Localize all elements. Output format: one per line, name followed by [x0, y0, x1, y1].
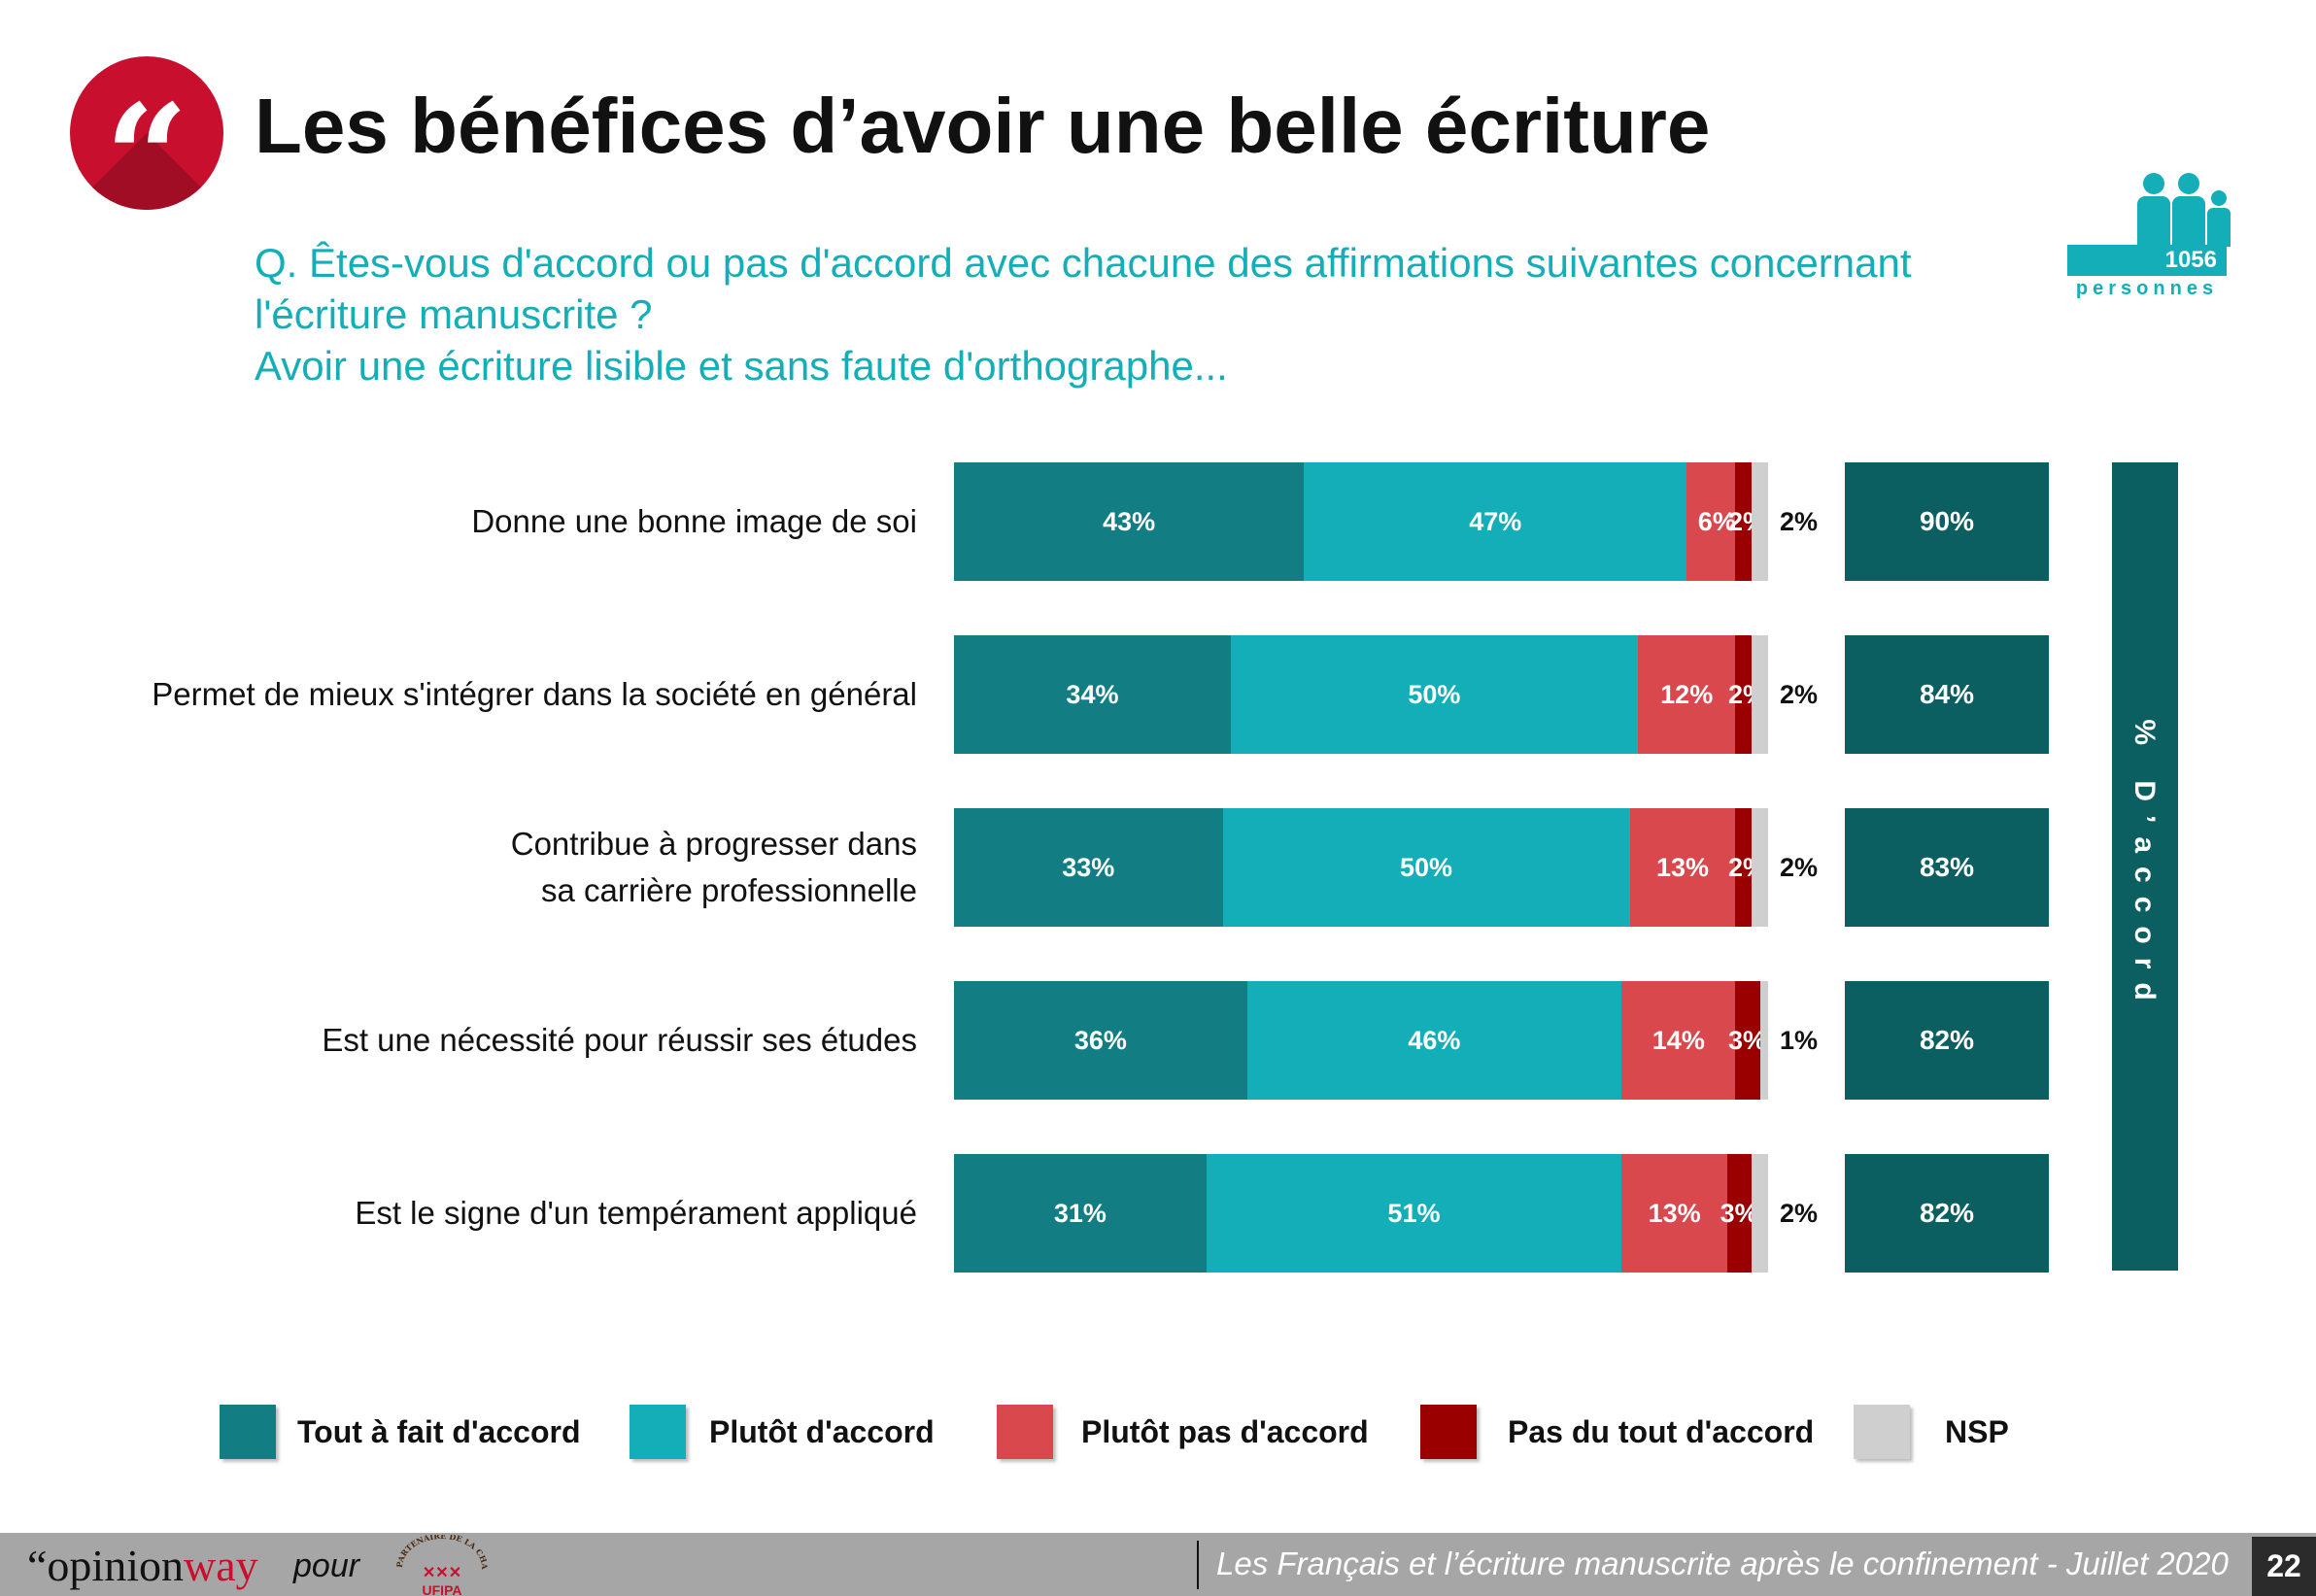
segment-plutot-pas [1629, 808, 1736, 927]
segment-pas-du-tout [1735, 981, 1760, 1100]
data-label-nsp: 2% [1780, 680, 1819, 709]
segment-plutot [1304, 462, 1687, 581]
footer-bar: “opinionway pour PARTENAIRE DE LA CHARTE… [0, 1533, 2316, 1596]
agreement-total-title: % D’accord [2129, 719, 2161, 1013]
segment-plutot [1230, 635, 1638, 754]
segment-tout-a-fait [954, 635, 1231, 754]
legend-swatch [220, 1405, 276, 1459]
page-number: 22 [2252, 1537, 2316, 1596]
question-line-3: Avoir une écriture lisible et sans faute… [255, 343, 1228, 389]
total-agree-box: 84% [1845, 635, 2049, 754]
legend-label: Plutôt pas d'accord [1081, 1414, 1369, 1449]
sample-label: personnes [2075, 278, 2219, 299]
legend-swatch [1854, 1405, 1910, 1459]
question-text: Q. Êtes-vous d'accord ou pas d'accord av… [255, 237, 2052, 391]
segment-plutot [1222, 808, 1630, 927]
segment-plutot-pas [1637, 635, 1736, 754]
segment-pas-du-tout [1735, 462, 1753, 581]
quote-badge: “ [70, 56, 223, 210]
data-label: 14% [1652, 1026, 1705, 1055]
data-label: 12% [1660, 680, 1714, 709]
segment-plutot [1206, 1154, 1622, 1273]
segment-pas-du-tout [1735, 808, 1753, 927]
category-label: Contribue à progresser dans sa carrière … [510, 826, 917, 908]
segment-tout-a-fait [954, 981, 1247, 1100]
data-label: 50% [1400, 853, 1453, 882]
data-label: 47% [1469, 507, 1522, 536]
legend-label: Tout à fait d'accord [297, 1414, 581, 1449]
segment-plutot-pas [1621, 1154, 1728, 1273]
legend-swatch [997, 1405, 1053, 1459]
data-label: 43% [1103, 507, 1156, 536]
total-agree-box: 82% [1845, 1154, 2049, 1273]
segment-tout-a-fait [954, 462, 1305, 581]
category-label: Permet de mieux s'intégrer dans la socié… [152, 676, 917, 712]
sample-size-badge: 1056 personnes [2067, 167, 2231, 303]
bar-row: 31% 51% 13% 3% 2% [954, 1154, 1818, 1273]
category-label: Donne une bonne image de soi [471, 503, 917, 539]
agreement-total-panel: % D’accord [2112, 462, 2178, 1271]
page-title: Les bénéfices d’avoir une belle écriture [255, 83, 1711, 169]
question-line-2: l'écriture manuscrite ? [255, 291, 653, 337]
data-label: 3% [1720, 1199, 1758, 1228]
legend-label: Pas du tout d'accord [1508, 1414, 1815, 1449]
study-title: Les Français et l’écriture manuscrite ap… [1216, 1545, 2229, 1581]
data-label-nsp: 2% [1780, 507, 1819, 536]
agreement-total-title-svg: % D’accord [2129, 719, 2161, 1013]
total-agree-box: 82% [1845, 981, 2049, 1100]
footer-separator [1197, 1541, 1199, 1589]
data-label-nsp: 2% [1780, 1199, 1819, 1228]
bar-row: 34% 50% 12% 2% 2% [954, 635, 1818, 754]
segment-nsp [1759, 981, 1768, 1100]
opinionway-logo: “opinionway [27, 1541, 258, 1590]
data-label-nsp: 2% [1780, 853, 1819, 882]
data-label: 51% [1387, 1199, 1441, 1228]
data-label: 31% [1053, 1199, 1107, 1228]
svg-text:✕✕✕: ✕✕✕ [423, 1565, 461, 1581]
quote-icon: “ [104, 73, 189, 210]
category-label: Est une nécessité pour réussir ses étude… [322, 1022, 917, 1058]
bar-row: 43% 47% 6% 2% 2% [954, 462, 1818, 581]
data-label: 13% [1655, 853, 1710, 882]
sample-count: 1056 [2067, 245, 2227, 276]
svg-text:UFIPA: UFIPA [423, 1582, 462, 1596]
data-label: 46% [1408, 1026, 1461, 1055]
bar-row: 33% 50% 13% 2% 2% [954, 808, 1818, 927]
segment-pas-du-tout [1727, 1154, 1753, 1273]
data-label-nsp: 1% [1780, 1026, 1819, 1055]
segment-plutot [1246, 981, 1622, 1100]
data-label: 3% [1727, 1026, 1766, 1055]
data-label: 6% [1697, 507, 1736, 536]
legend-label: Plutôt d'accord [709, 1414, 935, 1449]
legend-swatch [1420, 1405, 1477, 1459]
data-label: 50% [1408, 680, 1461, 709]
category-label: Est le signe d'un tempérament appliqué [355, 1195, 917, 1231]
segment-tout-a-fait [954, 808, 1223, 927]
data-label: 36% [1073, 1026, 1127, 1055]
segment-nsp [1752, 462, 1768, 581]
legend-label: NSP [1945, 1414, 2009, 1449]
segment-nsp [1752, 1154, 1768, 1273]
question-line-1: Q. Êtes-vous d'accord ou pas d'accord av… [255, 240, 1912, 286]
footer-pour: pour [293, 1547, 360, 1584]
total-agree-box: 90% [1845, 462, 2049, 581]
segment-nsp [1752, 635, 1768, 754]
segment-tout-a-fait [954, 1154, 1207, 1273]
total-agree-box: 83% [1845, 808, 2049, 927]
data-label: 13% [1648, 1199, 1701, 1228]
data-label: 33% [1062, 853, 1115, 882]
legend-swatch [630, 1405, 686, 1459]
segment-nsp [1752, 808, 1768, 927]
ufipa-logo: PARTENAIRE DE LA CHARTE ✕✕✕ UFIPA [389, 1535, 490, 1596]
data-label: 34% [1066, 680, 1119, 709]
segment-plutot-pas [1686, 462, 1736, 581]
segment-plutot-pas [1621, 981, 1736, 1100]
segment-pas-du-tout [1735, 635, 1753, 754]
bar-row: 36% 46% 14% 3% 1% [954, 981, 1818, 1100]
